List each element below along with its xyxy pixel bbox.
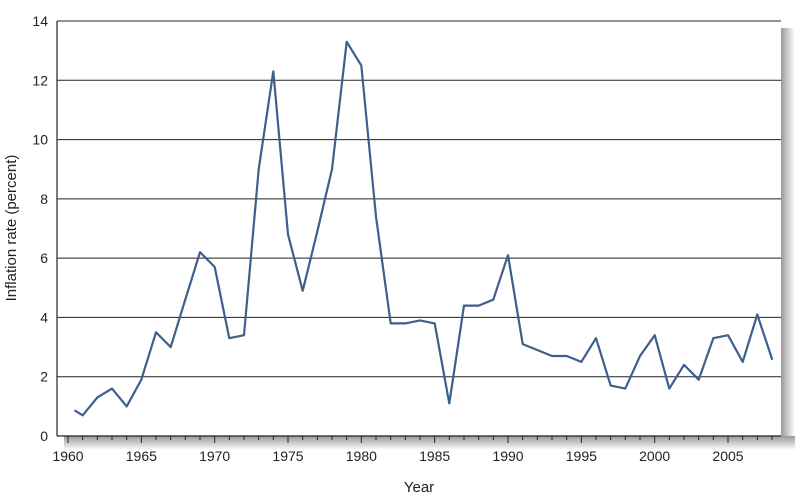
gridlines (57, 20, 781, 378)
frame-shadow-bottom (64, 436, 795, 450)
x-tick-marks (67, 436, 773, 443)
x-tick-label: 2005 (712, 448, 743, 464)
x-tick-label: 2000 (639, 448, 670, 464)
y-tick-labels: 0 2 4 6 8 10 12 14 (32, 13, 48, 444)
x-tick-label: 1970 (199, 448, 230, 464)
x-tick-label: 1985 (419, 448, 450, 464)
x-tick-label: 1980 (346, 448, 377, 464)
x-axis-title: Year (404, 479, 434, 496)
y-tick-label: 0 (40, 428, 48, 444)
frame-shadow-right (781, 28, 795, 442)
y-tick-label: 2 (40, 369, 48, 385)
y-tick-label: 6 (40, 250, 48, 266)
x-tick-label: 1990 (492, 448, 523, 464)
y-tick-label: 8 (40, 191, 48, 207)
y-axis-title: Inflation rate (percent) (3, 155, 20, 302)
inflation-series-line (74, 40, 774, 417)
y-tick-label: 12 (32, 72, 48, 88)
y-tick-label: 4 (40, 309, 48, 325)
x-tick-label: 1975 (272, 448, 303, 464)
x-tick-label: 1960 (52, 448, 83, 464)
y-tick-label: 10 (32, 132, 48, 148)
x-tick-label: 1995 (566, 448, 597, 464)
x-tick-labels: 1960 1965 1970 1975 1980 1985 1990 1995 2000 2005 (52, 448, 743, 464)
y-tick-label: 14 (32, 13, 48, 29)
plot-area (57, 21, 781, 436)
x-tick-label: 1965 (126, 448, 157, 464)
